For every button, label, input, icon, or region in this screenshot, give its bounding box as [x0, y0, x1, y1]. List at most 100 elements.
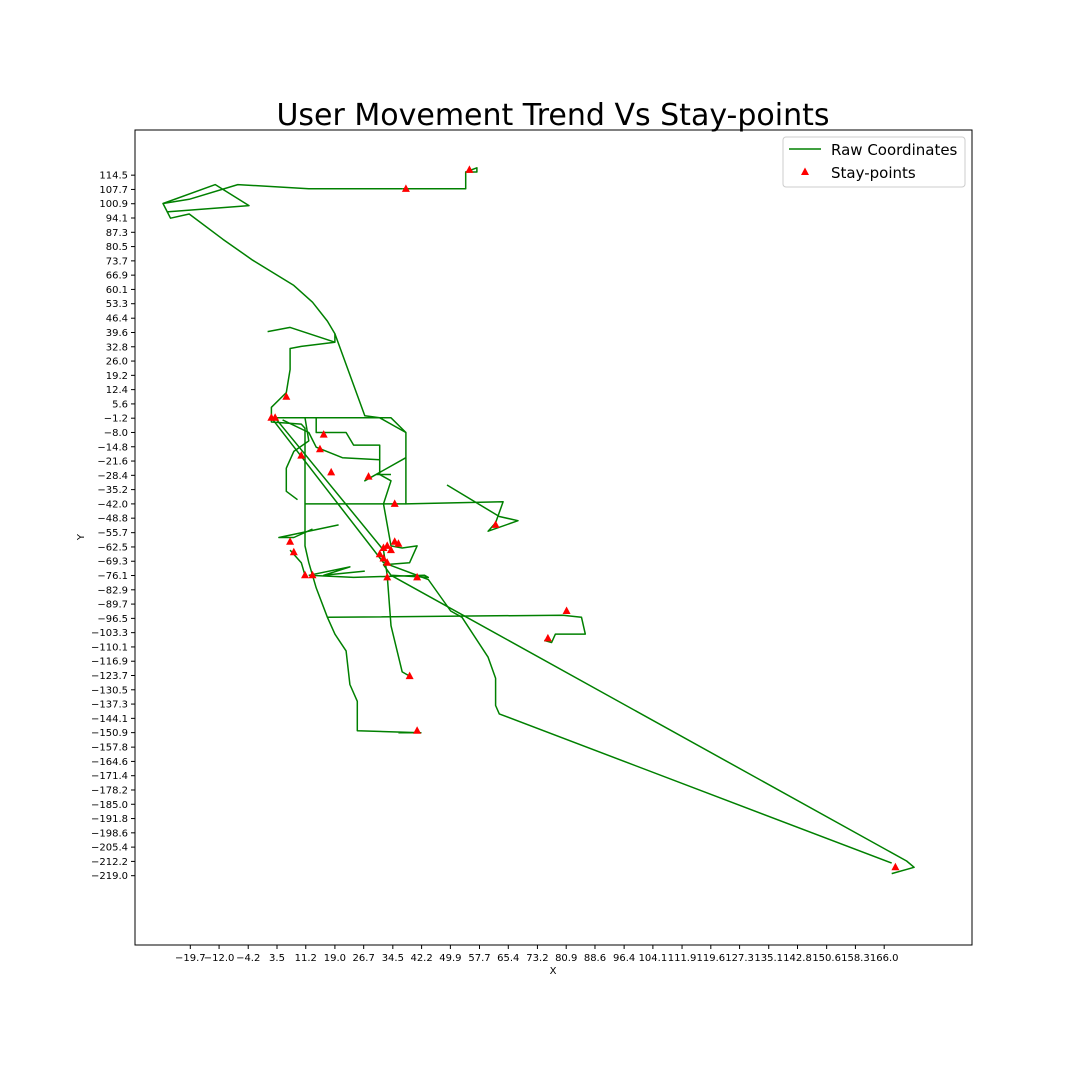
stay-point-marker	[562, 606, 571, 615]
x-tick-label: 65.4	[497, 953, 519, 964]
x-tick-label: 166.0	[870, 953, 899, 964]
legend-marker-swatch	[801, 167, 809, 175]
stay-point-marker	[364, 472, 373, 480]
stay-point-marker	[267, 413, 276, 421]
stay-point-marker	[315, 444, 324, 453]
y-tick-label: −28.4	[97, 471, 128, 482]
x-tick-label: 80.9	[555, 953, 577, 964]
y-tick-label: 46.4	[106, 314, 128, 325]
y-tick-label: −48.8	[97, 514, 128, 525]
y-tick-label: 66.9	[106, 271, 128, 282]
y-tick-label: −123.7	[91, 671, 128, 682]
stay-point-marker	[282, 392, 291, 400]
stay-point-marker	[286, 537, 295, 545]
trajectory-segment	[316, 417, 519, 532]
legend-label-raw-coordinates: Raw Coordinates	[831, 141, 958, 159]
x-tick-label: 42.2	[410, 953, 432, 964]
x-tick-label: 34.5	[382, 953, 404, 964]
y-tick-label: −164.6	[91, 757, 128, 768]
stay-point-marker	[383, 572, 392, 581]
y-tick-label: −89.7	[97, 600, 128, 611]
y-tick-label: −219.0	[91, 871, 128, 882]
y-tick-label: −82.9	[97, 585, 128, 596]
stay-point-marker	[386, 545, 395, 554]
legend: Raw Coordinates Stay-points	[782, 136, 966, 188]
x-tick-label: 104.1	[639, 953, 668, 964]
y-tick-label: −35.2	[97, 485, 128, 496]
y-tick-label: −171.4	[91, 771, 128, 782]
stay-point-marker	[394, 539, 403, 547]
stay-point-marker	[383, 558, 392, 566]
trajectory-segment	[270, 417, 892, 864]
x-axis-label: X	[550, 966, 557, 977]
y-tick-label: −205.4	[91, 843, 128, 854]
y-tick-label: 114.5	[99, 171, 128, 182]
y-tick-label: −8.0	[104, 428, 128, 439]
y-tick-label: −150.9	[91, 728, 128, 739]
trajectory-segment	[278, 524, 339, 539]
x-axis: −19.7−12.0 −4.2 3.5 11.2 19.0 26.7 34.5 42.2 49.…	[175, 945, 899, 964]
y-tick-label: −55.7	[97, 528, 128, 539]
stay-point-marker	[413, 572, 422, 581]
y-tick-label: −198.6	[91, 828, 128, 839]
stay-point-marker	[413, 726, 422, 734]
y-tick-label: 73.7	[106, 256, 128, 267]
y-tick-label: 60.1	[106, 285, 128, 296]
y-tick-label: 94.1	[106, 214, 128, 225]
x-tick-label: 19.0	[324, 953, 346, 964]
y-tick-label: 12.4	[106, 385, 128, 396]
series-raw-coordinates	[162, 167, 915, 875]
y-tick-label: −1.2	[104, 414, 128, 425]
stay-point-marker	[543, 633, 552, 642]
stay-point-marker	[465, 165, 474, 173]
stay-point-marker	[390, 499, 399, 507]
x-tick-label: 88.6	[584, 953, 606, 964]
stay-point-marker	[491, 520, 500, 528]
y-tick-label: −212.2	[91, 857, 128, 868]
y-tick-label: −21.6	[97, 457, 128, 468]
trajectory-segment	[390, 574, 915, 875]
stay-point-marker	[308, 570, 317, 579]
y-axis-label: Y	[76, 533, 87, 541]
y-tick-label: 5.6	[112, 399, 128, 410]
series-stay-points	[267, 165, 900, 871]
x-tick-label: 73.2	[526, 953, 548, 964]
y-tick-label: −96.5	[97, 614, 128, 625]
stay-point-marker	[379, 543, 388, 552]
stay-point-marker	[301, 570, 310, 579]
y-tick-label: −191.8	[91, 814, 128, 825]
trajectory-segment	[162, 183, 250, 213]
y-tick-label: −14.8	[97, 442, 128, 453]
y-tick-label: 39.6	[106, 328, 128, 339]
trajectory-segment	[334, 333, 407, 434]
stay-point-marker	[401, 184, 410, 192]
x-tick-label: 11.2	[295, 953, 317, 964]
trajectory-segment	[308, 566, 365, 577]
x-tick-label: 26.7	[353, 953, 375, 964]
plot-area	[162, 165, 915, 875]
y-tick-label: 100.9	[99, 199, 128, 210]
y-tick-label: −116.9	[91, 657, 128, 668]
x-tick-label: 142.8	[783, 953, 812, 964]
stay-point-marker	[289, 547, 298, 556]
trajectory-segment	[274, 417, 410, 677]
y-tick-label: −137.3	[91, 700, 128, 711]
trajectory-segment	[285, 417, 310, 501]
legend-box	[782, 136, 966, 188]
y-tick-label: −178.2	[91, 785, 128, 796]
trajectory-segment	[282, 419, 380, 461]
x-tick-label: 49.9	[439, 953, 461, 964]
y-tick-label: 19.2	[106, 371, 128, 382]
y-tick-label: 32.8	[106, 342, 128, 353]
y-tick-label: −62.5	[97, 542, 128, 553]
x-tick-label: 158.3	[841, 953, 870, 964]
x-tick-label: 150.6	[812, 953, 841, 964]
x-tick-label: −19.7	[175, 953, 206, 964]
x-tick-label: −12.0	[204, 953, 235, 964]
stay-point-marker	[297, 451, 306, 459]
y-tick-label: 80.5	[106, 242, 128, 253]
y-tick-label: 87.3	[106, 228, 128, 239]
y-tick-label: 26.0	[106, 357, 128, 368]
y-tick-label: −185.0	[91, 800, 128, 811]
